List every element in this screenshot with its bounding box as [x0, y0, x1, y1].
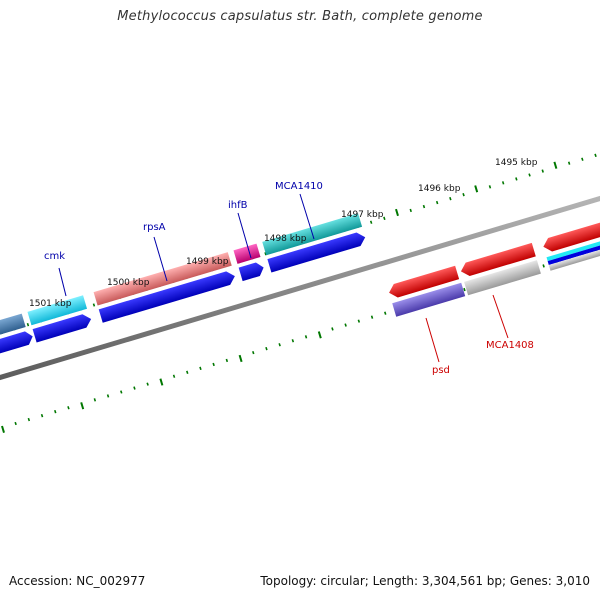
label-leaders [58, 193, 509, 363]
minor-tick [422, 204, 426, 209]
minor-tick [93, 398, 97, 402]
gene-label-cmk[interactable]: cmk [44, 251, 65, 262]
minor-tick [384, 311, 387, 315]
gene-feature-steel[interactable] [0, 313, 26, 341]
minor-tick [172, 374, 176, 378]
kbp-label: 1496 kbp [418, 184, 461, 194]
minor-tick [291, 339, 295, 343]
minor-tick [567, 161, 571, 165]
minor-tick [488, 185, 492, 189]
gene-feature-ihfB[interactable] [233, 243, 261, 264]
gene-feature-blue-right[interactable] [547, 235, 600, 265]
minor-tick [264, 252, 267, 256]
gene-label-rpsA[interactable]: rpsA [143, 222, 166, 233]
minor-tick [92, 303, 96, 307]
minor-tick [409, 208, 412, 213]
minor-tick [14, 421, 17, 426]
minor-tick [146, 382, 149, 386]
gene-label-MCA1408[interactable]: MCA1408 [486, 340, 534, 351]
genome-backbone [0, 195, 600, 381]
gene-feature-grey-right[interactable] [548, 239, 600, 271]
minor-tick [225, 358, 229, 363]
major-tick [474, 185, 479, 193]
kbp-label: 1501 kbp [29, 299, 72, 309]
minor-tick [594, 153, 597, 158]
minor-tick [106, 394, 110, 398]
gene-feature-MCA1408[interactable] [464, 260, 541, 296]
gene-feature-rpsA[interactable] [93, 252, 232, 306]
minor-tick [67, 406, 70, 410]
minor-tick [344, 323, 347, 327]
cds-arrow[interactable] [267, 231, 367, 273]
minor-tick [462, 193, 465, 197]
cds-arrow-reverse[interactable] [459, 242, 536, 278]
kbp-label: 1497 kbp [341, 210, 384, 220]
minor-tick [40, 413, 44, 418]
minor-tick [528, 173, 531, 177]
accession-text: Accession: NC_002977 [9, 574, 146, 588]
minor-tick [501, 181, 505, 185]
major-tick [553, 161, 558, 169]
kbp-label: 1500 kbp [107, 278, 150, 288]
minor-tick [265, 346, 268, 351]
minor-tick [186, 370, 189, 374]
minor-tick [435, 200, 439, 205]
gene-feature-psd[interactable] [392, 282, 466, 317]
map-title: Methylococcus capsulatus str. Bath, comp… [117, 9, 483, 24]
kbp-scale-labels: 1501 kbp 1500 kbp 1499 kbp 1498 kbp 1497… [29, 158, 538, 309]
gene-feature-cyan-right[interactable] [546, 231, 600, 262]
gene-label-ihfB[interactable]: ihfB [228, 200, 248, 211]
minor-tick [199, 366, 202, 371]
gene-labels: cmk rpsA ihfB MCA1410 psd MCA1408 [44, 181, 534, 376]
major-tick [80, 402, 85, 410]
minor-tick [26, 322, 30, 327]
minor-tick [369, 220, 373, 224]
genome-summary-text: Topology: circular; Length: 3,304,561 bp… [260, 574, 590, 588]
gene-label-MCA1410[interactable]: MCA1410 [275, 181, 323, 192]
gene-feature-cmk[interactable] [27, 295, 88, 326]
major-tick [317, 331, 322, 339]
kbp-label: 1498 kbp [264, 234, 307, 244]
minor-tick [27, 417, 31, 422]
minor-tick [383, 216, 386, 221]
minor-tick [581, 157, 584, 161]
major-tick [1, 425, 5, 433]
cds-arrow[interactable] [98, 269, 237, 323]
cds-arrow-reverse[interactable] [387, 265, 460, 300]
minor-tick [357, 319, 361, 323]
kbp-label: 1499 kbp [186, 257, 229, 267]
minor-tick [133, 386, 136, 390]
kbp-label: 1495 kbp [495, 158, 538, 168]
major-tick [238, 354, 243, 363]
cds-arrow[interactable] [238, 261, 266, 282]
minor-tick [54, 409, 57, 414]
minor-tick [449, 196, 452, 201]
minor-tick [515, 177, 518, 181]
major-tick [395, 208, 399, 217]
gene-label-psd[interactable]: psd [432, 365, 450, 376]
cds-arrow[interactable] [0, 330, 35, 358]
cds-arrow-reverse[interactable] [541, 212, 600, 254]
major-tick [159, 378, 164, 386]
cds-arrow[interactable] [32, 312, 94, 343]
minor-tick [331, 327, 334, 331]
minor-tick [212, 362, 215, 367]
minor-tick [463, 287, 466, 292]
minor-tick [120, 390, 123, 394]
minor-tick [370, 315, 374, 319]
minor-tick [304, 335, 308, 339]
minor-tick [541, 169, 544, 173]
minor-tick [278, 343, 281, 347]
minor-tick [252, 350, 255, 355]
minor-tick [542, 264, 545, 268]
